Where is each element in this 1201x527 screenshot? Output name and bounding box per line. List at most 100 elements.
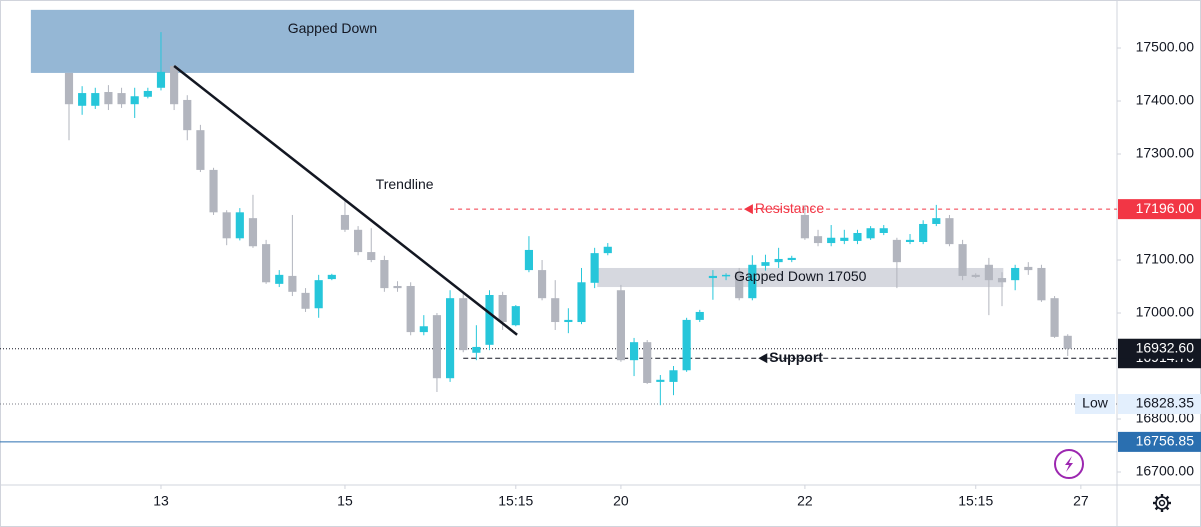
candle-body [551,298,560,323]
candle-body [380,260,389,289]
x-tick-label: 15:15 [498,493,533,509]
candle-body [432,315,442,379]
price-tag-label: 16756.85 [1136,433,1195,449]
candle-body [564,319,573,323]
candle-body [222,212,231,239]
candle-body [472,346,481,353]
price-line-name-box [1075,393,1115,414]
candle-body [774,258,783,263]
candle-body [498,294,507,323]
level-label: Support [769,349,823,365]
candle-body [78,93,87,106]
settings-icon[interactable] [1153,494,1171,512]
candle-body [629,342,639,361]
candle-body [905,239,915,242]
candle-body [919,223,928,242]
price-tag-label: 16828.35 [1136,395,1195,411]
x-tick-label: 27 [1073,493,1089,509]
candle-body [721,274,731,277]
candle-body [117,93,126,105]
candle-body [840,237,849,241]
candle-body [735,272,744,299]
candle-body [1011,267,1020,281]
zone-label: Gapped Down 17050 [734,268,867,284]
candle-body [945,218,954,245]
candle-body [997,278,1007,283]
candle-body [262,244,271,283]
plot-area: Resistance Support Gapped Down Gapped Down … [0,9,1117,443]
candle-body [275,274,284,284]
zone [597,267,1004,288]
candle-body [248,218,258,247]
candle-body [577,282,586,323]
candle-body [156,71,166,88]
candle-body [643,342,652,383]
price-tag-label: 17196.00 [1136,200,1195,216]
x-tick-label: 15:15 [958,493,993,509]
candle-body [367,252,376,261]
candle-body [301,292,310,309]
candle-body [603,246,612,254]
candle-body [235,212,244,239]
candle-body [1037,267,1046,301]
candle-body [419,326,428,333]
level-label: Resistance [755,200,824,216]
candle-body [669,370,678,382]
candle-body [708,275,717,279]
candle-body [288,275,297,292]
y-tick-label: 17100.00 [1136,251,1195,267]
price-line-name: Low [1082,395,1109,411]
level-arrow [743,204,753,215]
candle-body [91,93,100,106]
y-tick-label: 17000.00 [1136,304,1195,320]
price-tag [1118,199,1201,220]
candle-body [932,218,941,224]
candle-body [827,237,836,244]
zone [30,9,635,73]
level-arrow [758,353,768,364]
candle-body [104,92,113,105]
candle-body [984,264,993,281]
candle-body [524,249,534,271]
x-tick-label: 20 [613,493,629,509]
candle-body [537,270,547,299]
candle-body [866,228,875,239]
candle-body [1050,298,1059,337]
alert-icon[interactable] [1054,449,1084,479]
candle-body [892,239,901,263]
y-tick-label: 16700.00 [1136,463,1195,479]
candle-body [682,319,691,371]
x-tick-label: 15 [337,493,353,509]
candle-body [656,379,665,382]
candle-body [761,262,770,266]
price-tag [1118,338,1201,359]
candle-body [446,298,455,379]
candle-body [879,228,888,233]
candle-body [327,274,336,280]
candle-body [406,285,415,333]
trendline-label: Trendline [376,176,434,192]
candle-body [616,290,625,361]
candle-body [143,90,152,97]
candle-body [170,66,179,105]
candle-body [590,253,599,283]
candle-body [459,298,468,351]
candle-body [209,169,218,213]
candle-body [971,274,980,277]
zone-label: Gapped Down [288,20,378,36]
trendline [173,65,518,336]
candle-body [314,280,323,309]
x-tick-label: 22 [797,493,813,509]
candle-body [748,264,757,299]
candle-body [695,311,704,320]
candle-body [1024,266,1033,271]
candle-body [183,99,192,131]
candle-body [1063,335,1072,349]
candle-body [800,214,809,239]
candle-body [130,96,139,105]
price-tag [1118,431,1201,452]
candle-body [354,229,363,253]
